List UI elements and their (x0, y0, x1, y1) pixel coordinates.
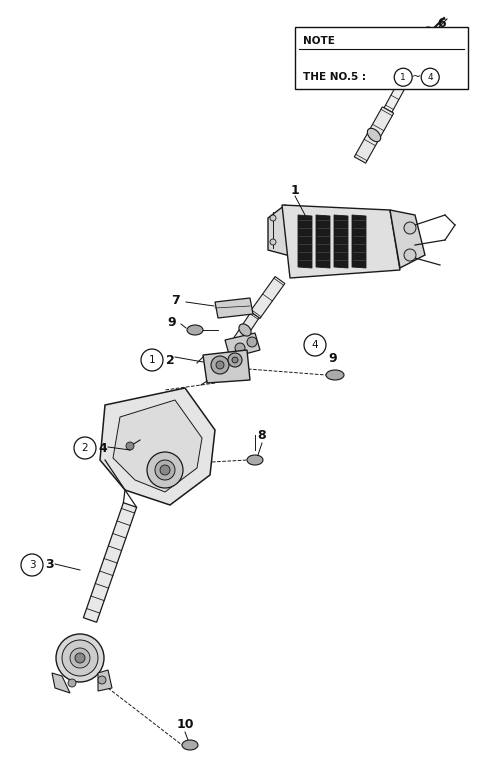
Text: NOTE: NOTE (303, 37, 335, 46)
Circle shape (421, 68, 439, 86)
Polygon shape (84, 503, 137, 622)
Circle shape (235, 343, 245, 353)
Circle shape (270, 215, 276, 221)
Circle shape (141, 349, 163, 371)
Polygon shape (354, 107, 394, 163)
Polygon shape (298, 215, 312, 268)
Text: 9: 9 (329, 352, 337, 365)
Text: 2: 2 (82, 443, 88, 453)
Polygon shape (316, 215, 330, 268)
Text: 3: 3 (46, 559, 54, 572)
Polygon shape (98, 670, 112, 691)
Polygon shape (282, 205, 400, 278)
Circle shape (126, 442, 134, 450)
Ellipse shape (182, 740, 198, 750)
Text: 6: 6 (438, 16, 446, 30)
Circle shape (211, 356, 229, 374)
Circle shape (75, 653, 85, 663)
Polygon shape (52, 673, 70, 693)
Circle shape (160, 465, 170, 475)
Circle shape (155, 460, 175, 480)
Circle shape (56, 634, 104, 682)
Text: 3: 3 (29, 560, 36, 570)
Circle shape (394, 68, 412, 86)
Circle shape (404, 249, 416, 261)
Polygon shape (100, 388, 215, 505)
Circle shape (98, 676, 106, 684)
Text: THE NO.5 :: THE NO.5 : (303, 72, 370, 82)
Text: 1: 1 (400, 72, 406, 82)
Text: 1: 1 (290, 184, 300, 197)
Text: 4: 4 (312, 340, 318, 350)
Text: 4: 4 (427, 72, 433, 82)
Text: ~: ~ (411, 72, 421, 82)
Text: 9: 9 (168, 316, 176, 328)
Ellipse shape (247, 455, 263, 465)
Text: 4: 4 (98, 441, 108, 454)
Circle shape (216, 361, 224, 369)
Circle shape (74, 437, 96, 459)
Ellipse shape (367, 128, 381, 142)
Circle shape (147, 452, 183, 488)
Circle shape (62, 640, 98, 676)
Circle shape (270, 239, 276, 245)
Polygon shape (231, 312, 259, 348)
Ellipse shape (425, 27, 435, 37)
Text: 10: 10 (176, 719, 194, 731)
Bar (295, 27, 468, 89)
Polygon shape (250, 276, 285, 318)
Text: 2: 2 (166, 353, 174, 366)
Ellipse shape (239, 324, 251, 336)
Circle shape (70, 648, 90, 668)
Polygon shape (390, 210, 425, 268)
Polygon shape (268, 205, 320, 260)
Polygon shape (225, 333, 260, 358)
Ellipse shape (326, 370, 344, 380)
Circle shape (68, 679, 76, 687)
Polygon shape (352, 215, 366, 268)
Circle shape (247, 337, 257, 347)
Polygon shape (203, 350, 250, 383)
Circle shape (404, 222, 416, 234)
Polygon shape (334, 215, 348, 268)
Text: 8: 8 (258, 429, 266, 441)
Polygon shape (215, 298, 253, 318)
Ellipse shape (187, 325, 203, 335)
Circle shape (304, 334, 326, 356)
Text: 1: 1 (149, 355, 156, 365)
Polygon shape (113, 400, 202, 492)
Circle shape (21, 554, 43, 576)
Circle shape (228, 353, 242, 367)
Polygon shape (384, 53, 422, 112)
Text: 7: 7 (172, 293, 180, 307)
Circle shape (232, 357, 238, 363)
